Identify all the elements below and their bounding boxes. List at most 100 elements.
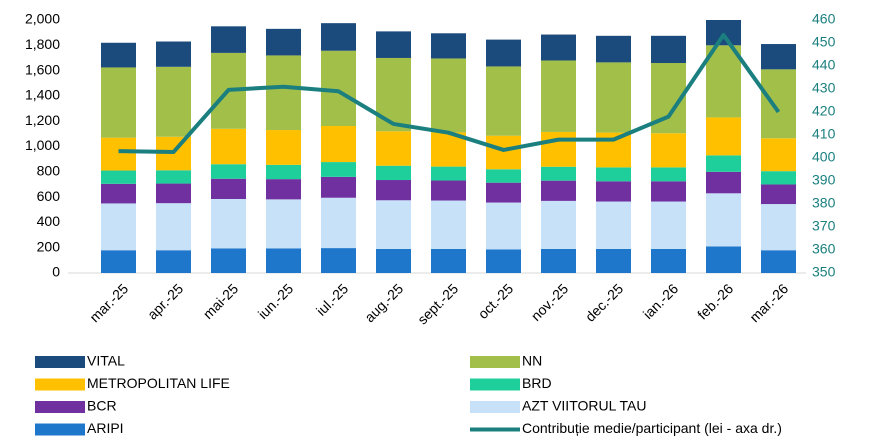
y-tick-label: 400 — [37, 213, 61, 229]
bar-segment — [706, 246, 741, 273]
bar-segment — [431, 200, 466, 249]
bar-segment — [266, 164, 301, 180]
legend-swatch — [35, 401, 85, 413]
bar-segment — [156, 203, 191, 251]
bar-segment — [651, 35, 686, 64]
x-tick-label: dec.-25 — [582, 280, 626, 324]
bar-segment — [596, 35, 631, 63]
bar-segment — [541, 60, 576, 132]
x-tick-label: nov.-25 — [528, 280, 572, 324]
y2-tick-label: 450 — [812, 34, 836, 50]
bar-segment — [156, 41, 191, 67]
bar-segment — [376, 31, 411, 58]
legend-swatch — [470, 356, 520, 368]
x-tick-label: mar.-26 — [746, 280, 791, 325]
bar-segment — [431, 248, 466, 273]
legend-swatch — [470, 378, 520, 391]
legend-label: NN — [522, 353, 542, 369]
line-series — [118, 32, 781, 155]
bar-segment — [266, 130, 301, 165]
y2-tick-label: 380 — [812, 195, 836, 211]
y2-tick-label: 360 — [812, 241, 836, 257]
bar-segment — [101, 137, 136, 171]
y2-tick-label: 410 — [812, 126, 836, 142]
bar-segment — [541, 180, 576, 201]
bar-segment — [211, 128, 246, 165]
bar-segment — [706, 171, 741, 194]
bar-segment — [761, 184, 796, 205]
y-tick-label: 2,000 — [25, 11, 60, 27]
x-tick-label: apr.-25 — [144, 280, 186, 322]
y-tick-label: 1,600 — [25, 61, 60, 77]
bar-segment — [596, 181, 631, 202]
bar-segment — [211, 178, 246, 199]
bar-segment — [211, 248, 246, 273]
bar-segment — [761, 138, 796, 172]
bar-segment — [266, 248, 301, 273]
bar-segment — [541, 200, 576, 249]
legend-swatch — [35, 378, 85, 391]
bar-segment — [101, 42, 136, 68]
bar-segment — [541, 166, 576, 181]
bar-segment — [431, 33, 466, 59]
bar-segment — [101, 250, 136, 273]
y-tick-label: 1,200 — [25, 112, 60, 128]
bar-segment — [651, 167, 686, 182]
bar-segment — [266, 28, 301, 56]
bar-segment — [486, 135, 521, 170]
bar-segment — [541, 248, 576, 273]
bar-segment — [211, 26, 246, 53]
x-tick-label: ian.-26 — [640, 280, 682, 322]
x-tick-label: oct.-25 — [475, 280, 517, 322]
x-tick-label: iul.-25 — [313, 280, 351, 318]
bar-segment — [486, 249, 521, 273]
x-tick-label: feb.-26 — [694, 280, 736, 322]
bar-segment — [321, 23, 356, 51]
bar-segment — [321, 176, 356, 198]
bar-segment — [761, 44, 796, 70]
y2-tick-label: 430 — [812, 80, 836, 96]
bar-segment — [376, 165, 411, 181]
bar-segment — [761, 204, 796, 251]
y2-tick-label: 370 — [812, 218, 836, 234]
bar-segment — [761, 171, 796, 185]
bar-segment — [211, 164, 246, 179]
legend-label: METROPOLITAN LIFE — [87, 375, 230, 391]
legend-label: BCR — [87, 398, 117, 414]
y-tick-label: 1,800 — [25, 36, 60, 52]
bar-segment — [706, 117, 741, 156]
bar-segment — [706, 155, 741, 172]
bar-segment — [706, 20, 741, 46]
bar-segment — [651, 181, 686, 202]
bar-segment — [101, 203, 136, 251]
legend-label: AZT VIITORUL TAU — [522, 398, 646, 414]
bar-segment — [376, 248, 411, 273]
y2-tick-label: 460 — [812, 11, 836, 27]
y-tick-label: 1,400 — [25, 87, 60, 103]
bar-segment — [321, 126, 356, 163]
legend-label: Contribuție medie/participant (lei - axa… — [522, 420, 782, 436]
legend-swatch — [470, 401, 520, 413]
y2-tick-label: 420 — [812, 103, 836, 119]
bar-segment — [266, 199, 301, 249]
bar-segment — [486, 169, 521, 183]
y2-tick-label: 400 — [812, 149, 836, 165]
bar-segment — [101, 170, 136, 184]
bar-segment — [596, 201, 631, 249]
legend-label: VITAL — [87, 353, 125, 369]
bar-segment — [651, 201, 686, 249]
bar-segment — [431, 58, 466, 133]
bar-segment — [486, 66, 521, 136]
bar-segment — [761, 250, 796, 273]
bar-segment — [321, 248, 356, 273]
bar-segment — [321, 197, 356, 249]
y2-tick-label: 440 — [812, 57, 836, 73]
y-tick-label: 200 — [37, 238, 61, 254]
bar-segment — [101, 67, 136, 138]
bar-segment — [486, 182, 521, 203]
bar-segment — [376, 131, 411, 166]
legend-label: ARIPI — [87, 420, 124, 436]
legend-label: BRD — [522, 375, 552, 391]
legend-swatch — [35, 356, 85, 368]
